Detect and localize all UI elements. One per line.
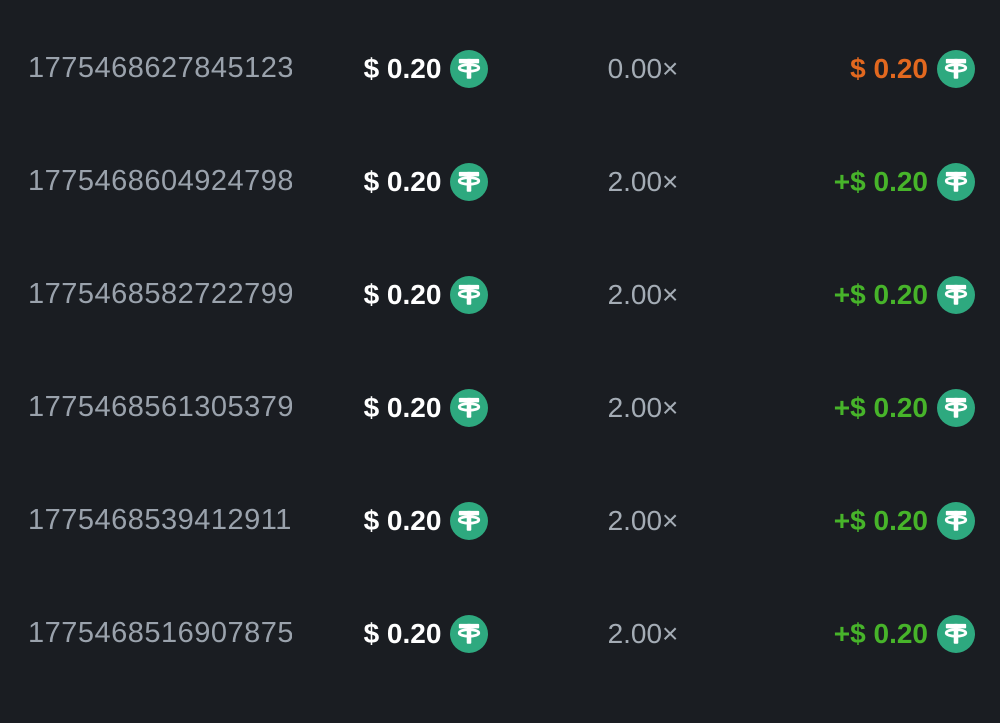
tether-icon (937, 389, 975, 427)
bet-amount: $ 0.20 (363, 278, 442, 310)
bet-row[interactable]: 17754685613053793 $ 0.20 2.00× +$ 0.20 (0, 351, 1000, 464)
bet-row[interactable]: 17754685169078756 $ 0.20 2.00× +$ 0.20 (0, 577, 1000, 690)
bet-history-table: 17754686278451238 $ 0.20 0.00× $ 0.20 17… (0, 0, 1000, 690)
bet-amount: $ 0.20 (363, 391, 442, 423)
payout-amount: +$ 0.20 (833, 165, 928, 197)
bet-amount-cell: $ 0.20 (292, 276, 560, 314)
tether-icon (937, 502, 975, 540)
payout-amount: +$ 0.20 (833, 617, 928, 649)
bet-payout-cell: +$ 0.20 (726, 389, 1000, 427)
bet-amount: $ 0.20 (363, 165, 442, 197)
bet-amount-cell: $ 0.20 (292, 502, 560, 540)
tether-icon (450, 389, 488, 427)
payout-amount: +$ 0.20 (833, 504, 928, 536)
payout-amount: +$ 0.20 (833, 391, 928, 423)
bet-multiplier: 2.00× (607, 504, 679, 536)
bet-amount: $ 0.20 (363, 617, 442, 649)
tether-icon (937, 50, 975, 88)
bet-id: 17754685827227993 (28, 278, 292, 310)
bet-payout-cell: +$ 0.20 (726, 276, 1000, 314)
tether-icon (450, 276, 488, 314)
bet-id: 17754685394129116 (28, 504, 292, 536)
tether-icon (937, 276, 975, 314)
payout-amount: $ 0.20 (850, 52, 928, 84)
bet-row[interactable]: 17754685394129116 $ 0.20 2.00× +$ 0.20 (0, 464, 1000, 577)
bet-amount-cell: $ 0.20 (292, 389, 560, 427)
bet-id: 17754686278451238 (28, 52, 292, 84)
bet-payout-cell: +$ 0.20 (726, 502, 1000, 540)
bet-row[interactable]: 17754685827227993 $ 0.20 2.00× +$ 0.20 (0, 238, 1000, 351)
bet-amount-cell: $ 0.20 (292, 615, 560, 653)
bet-amount: $ 0.20 (363, 52, 442, 84)
bet-id: 1775468604924798 (28, 165, 292, 197)
bet-multiplier: 0.00× (607, 52, 679, 84)
bet-payout-cell: $ 0.20 (726, 50, 1000, 88)
bet-amount-cell: $ 0.20 (292, 163, 560, 201)
bet-amount-cell: $ 0.20 (292, 50, 560, 88)
bet-id: 17754685613053793 (28, 391, 292, 423)
tether-icon (450, 502, 488, 540)
payout-amount: +$ 0.20 (833, 278, 928, 310)
bet-amount: $ 0.20 (363, 504, 442, 536)
bet-payout-cell: +$ 0.20 (726, 163, 1000, 201)
bet-multiplier: 2.00× (607, 391, 679, 423)
bet-multiplier: 2.00× (607, 165, 679, 197)
bet-row[interactable]: 17754686278451238 $ 0.20 0.00× $ 0.20 (0, 12, 1000, 125)
bet-payout-cell: +$ 0.20 (726, 615, 1000, 653)
tether-icon (450, 615, 488, 653)
tether-icon (450, 163, 488, 201)
bet-row[interactable]: 1775468604924798 $ 0.20 2.00× +$ 0.20 (0, 125, 1000, 238)
bet-multiplier: 2.00× (607, 617, 679, 649)
bet-multiplier: 2.00× (607, 278, 679, 310)
tether-icon (937, 163, 975, 201)
bet-id: 17754685169078756 (28, 617, 292, 649)
tether-icon (450, 50, 488, 88)
tether-icon (937, 615, 975, 653)
